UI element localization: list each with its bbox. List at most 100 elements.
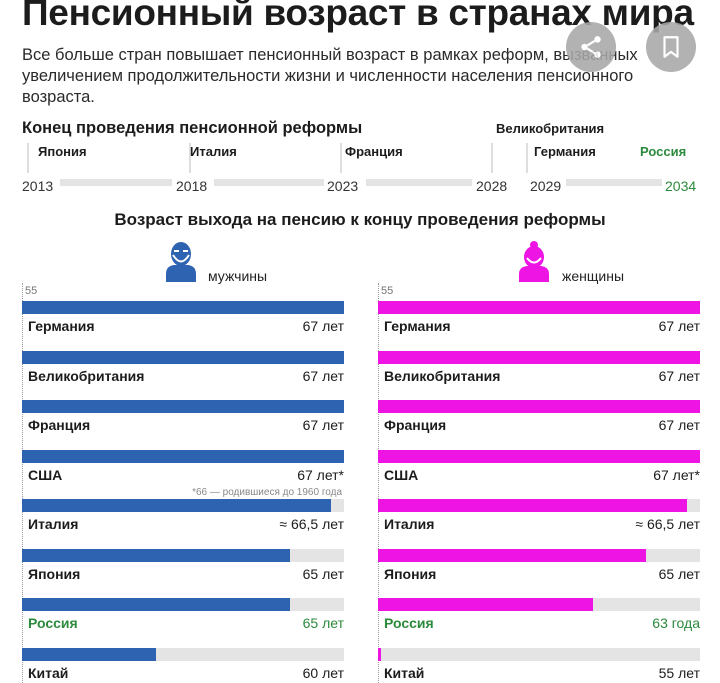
timeline: 2013 2018 2023 2028 2029 2034 Япония Италия Фран…	[22, 121, 696, 194]
category-label: Япония	[28, 565, 81, 582]
bar-track	[22, 400, 344, 413]
timeline-event-label: Великобритания	[496, 121, 604, 136]
timeline-segment	[566, 179, 662, 186]
bar-row: Германия 67 лет	[378, 283, 700, 334]
chart-title: Возраст выхода на пенсию к концу проведе…	[114, 210, 606, 229]
category-label: Япония	[384, 565, 437, 582]
axis-min-label: 55	[381, 285, 394, 297]
bar-row: Китай 60 лет	[22, 630, 344, 681]
bar-row: Великобритания 67 лет	[22, 333, 344, 384]
category-label: Франция	[384, 417, 447, 433]
category-label: США	[28, 466, 63, 483]
timeline-year: 2018	[176, 178, 207, 194]
bar	[378, 449, 700, 463]
bar-row: Великобритания 67 лет	[378, 333, 700, 384]
data-label: 67 лет	[658, 367, 700, 384]
bar-track	[22, 350, 344, 364]
bar-track	[22, 548, 344, 562]
category-label: Италия	[384, 516, 435, 532]
bar-track	[378, 301, 700, 314]
bar	[378, 400, 700, 413]
bar-row: Германия 67 лет	[22, 283, 344, 334]
bar-track	[22, 647, 344, 661]
bar-track	[378, 499, 700, 512]
bar	[378, 499, 687, 512]
data-label: 67 лет*	[297, 466, 344, 483]
axis-line	[378, 283, 379, 683]
women-label: женщины	[562, 268, 625, 284]
data-label: ≈ 66,5 лет	[635, 516, 700, 532]
timeline-event-label: Франция	[345, 144, 403, 159]
bar-track	[378, 350, 700, 364]
timeline-segment	[214, 179, 324, 186]
page-subtitle: Все больше стран повышает пенсионный воз…	[22, 46, 638, 106]
bar	[378, 301, 700, 314]
bar-row: Италия ≈ 66,5 лет	[378, 481, 700, 532]
footnote: *66 — родившиеся до 1960 года	[192, 486, 342, 498]
bar	[22, 598, 291, 611]
category-label: США	[384, 466, 419, 483]
bar	[22, 350, 344, 364]
timeline-event-label: Италия	[190, 144, 237, 159]
women-chart: 55 Германия 67 лет Великобритания 67 лет Фра…	[378, 283, 700, 683]
bar	[378, 598, 593, 611]
bar-row: Франция 67 лет	[378, 382, 700, 433]
category-label: Италия	[28, 516, 79, 532]
data-label: 60 лет	[302, 664, 344, 681]
bar-track	[378, 449, 700, 463]
bar	[378, 548, 647, 562]
bar-row: Китай 55 лет	[378, 630, 700, 681]
bar-row: Россия 65 лет	[22, 580, 344, 631]
timeline-segment	[366, 179, 472, 186]
bar	[22, 499, 331, 512]
bar-row: США 67 лет* *66 — родившиеся до 1960 года	[22, 432, 344, 498]
men-chart: 55 Германия 67 лет Великобритания 67 лет Фра…	[22, 283, 344, 683]
timeline-event-label: Германия	[534, 144, 596, 159]
timeline-year: 2029	[530, 178, 561, 194]
bookmark-icon	[663, 36, 679, 58]
axis-line	[22, 283, 23, 683]
bar-track	[22, 598, 344, 611]
bar-track	[22, 301, 344, 314]
data-label: ≈ 66,5 лет	[279, 516, 344, 532]
category-label: Россия	[28, 615, 78, 631]
bar	[22, 301, 344, 314]
bar-track	[378, 598, 700, 611]
timeline-title: Конец проведения пенсионной реформы	[22, 119, 363, 137]
data-label: 65 лет	[302, 565, 344, 582]
bar	[378, 350, 700, 364]
bar-track	[378, 548, 700, 562]
share-button[interactable]	[566, 22, 616, 72]
data-label: 67 лет	[302, 417, 344, 433]
timeline-year: 2028	[476, 178, 507, 194]
data-label: 67 лет*	[653, 466, 700, 483]
data-label: 67 лет	[658, 318, 700, 334]
bar-track	[378, 647, 700, 661]
bar-row: Россия 63 года	[378, 580, 700, 631]
axis-min-label: 55	[25, 285, 38, 297]
man-icon	[166, 242, 196, 282]
category-label: Германия	[384, 318, 451, 334]
category-label: Франция	[28, 417, 91, 433]
timeline-event-label: Россия	[640, 144, 686, 159]
data-label: 65 лет	[302, 615, 344, 631]
bar-row: Франция 67 лет	[22, 382, 344, 433]
bar-row: Япония 65 лет	[22, 531, 344, 582]
bar-row: Япония 65 лет	[378, 531, 700, 582]
data-label: 67 лет	[658, 417, 700, 433]
bookmark-button[interactable]	[646, 22, 696, 72]
timeline-year: 2023	[327, 178, 358, 194]
woman-icon	[519, 241, 549, 282]
category-label: Великобритания	[28, 367, 145, 384]
men-label: мужчины	[208, 268, 268, 284]
category-label: Китай	[384, 664, 425, 681]
bar	[22, 400, 344, 413]
timeline-segment	[60, 179, 172, 186]
timeline-event-label: Япония	[38, 144, 87, 159]
data-label: 65 лет	[658, 565, 700, 582]
bar-track	[22, 499, 344, 512]
bar	[22, 449, 344, 463]
category-label: Великобритания	[384, 367, 501, 384]
category-label: Китай	[28, 664, 69, 681]
bar	[22, 548, 291, 562]
